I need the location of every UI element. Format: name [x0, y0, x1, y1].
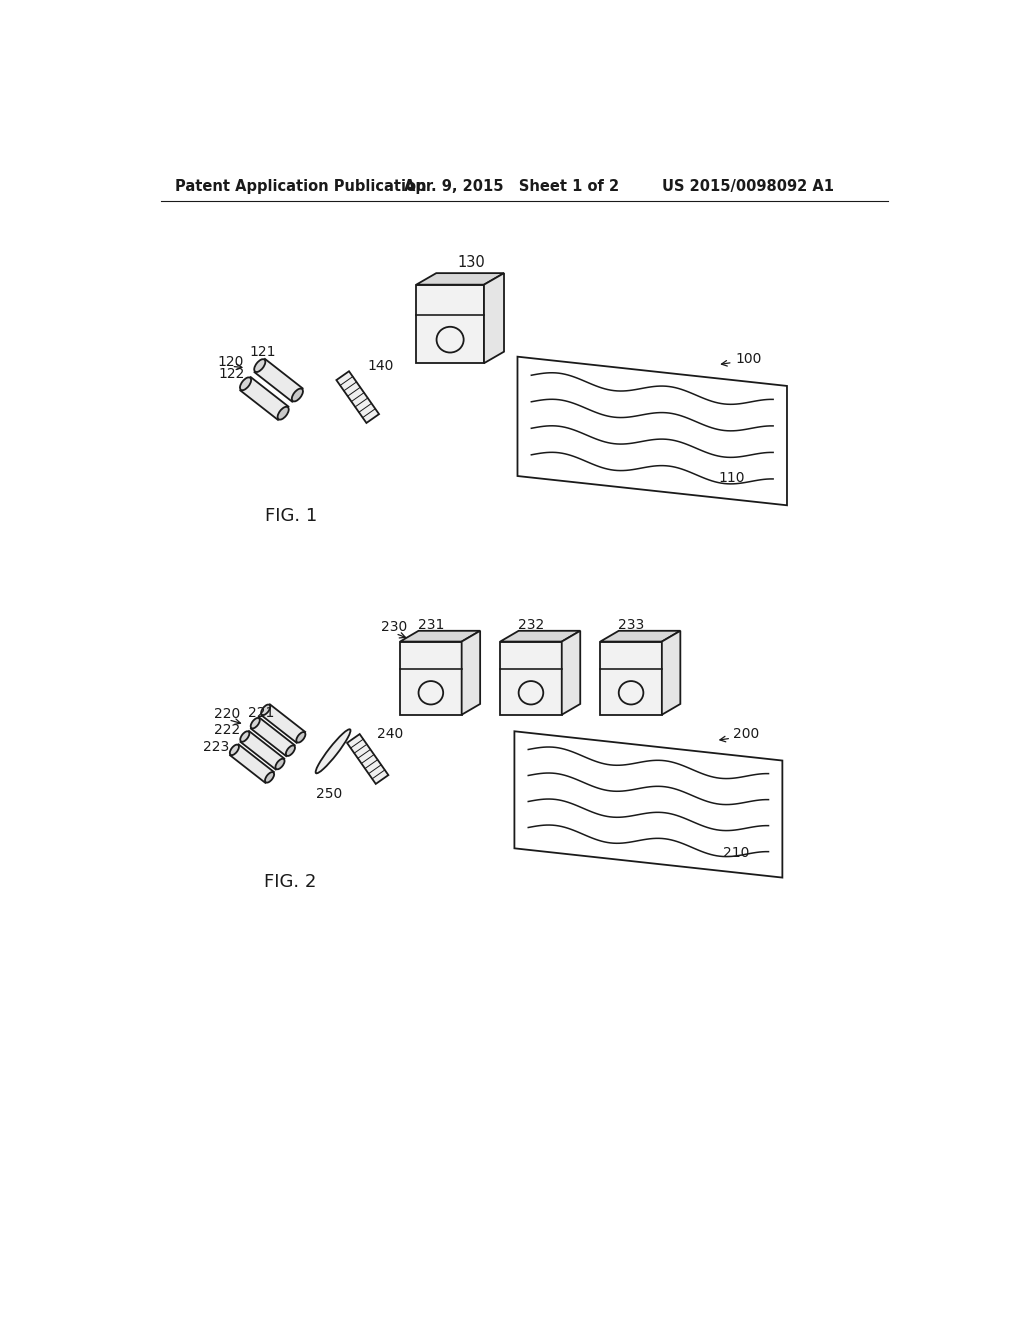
Text: 120: 120: [217, 355, 244, 370]
Text: FIG. 1: FIG. 1: [265, 507, 317, 525]
Text: 100: 100: [735, 351, 762, 366]
Ellipse shape: [265, 772, 274, 783]
Text: US 2015/0098092 A1: US 2015/0098092 A1: [662, 180, 834, 194]
Polygon shape: [662, 631, 680, 714]
Text: 250: 250: [316, 787, 342, 801]
Ellipse shape: [261, 705, 270, 715]
Polygon shape: [416, 273, 504, 285]
Ellipse shape: [286, 746, 295, 756]
Text: Patent Application Publication: Patent Application Publication: [175, 180, 427, 194]
Polygon shape: [347, 734, 388, 784]
Text: 222: 222: [214, 723, 241, 737]
Ellipse shape: [254, 359, 265, 372]
Polygon shape: [241, 378, 289, 420]
Text: 232: 232: [518, 618, 544, 632]
Text: 221: 221: [248, 706, 274, 719]
Text: 233: 233: [617, 618, 644, 632]
Ellipse shape: [278, 407, 289, 420]
Polygon shape: [500, 642, 562, 714]
Ellipse shape: [251, 718, 260, 729]
Text: 140: 140: [368, 359, 394, 374]
Polygon shape: [400, 642, 462, 714]
Text: 122: 122: [218, 367, 245, 381]
Polygon shape: [500, 631, 581, 642]
Polygon shape: [230, 744, 273, 783]
Polygon shape: [514, 731, 782, 878]
Polygon shape: [517, 356, 787, 506]
Text: 110: 110: [718, 471, 744, 484]
Polygon shape: [251, 718, 295, 756]
Text: FIG. 2: FIG. 2: [264, 874, 316, 891]
Polygon shape: [255, 359, 303, 401]
Text: 220: 220: [214, 708, 240, 721]
Ellipse shape: [229, 744, 239, 755]
Ellipse shape: [275, 759, 285, 770]
Polygon shape: [261, 705, 305, 743]
Text: 121: 121: [250, 346, 276, 359]
Text: 231: 231: [418, 618, 444, 632]
Polygon shape: [462, 631, 480, 714]
Polygon shape: [562, 631, 581, 714]
Ellipse shape: [296, 733, 305, 743]
Text: 210: 210: [724, 846, 750, 859]
Text: 240: 240: [377, 727, 403, 742]
Ellipse shape: [241, 731, 250, 742]
Polygon shape: [600, 631, 680, 642]
Text: 223: 223: [203, 741, 229, 755]
Ellipse shape: [292, 388, 303, 401]
Polygon shape: [484, 273, 504, 363]
Polygon shape: [337, 371, 379, 422]
Ellipse shape: [315, 729, 350, 774]
Text: 130: 130: [458, 255, 485, 271]
Polygon shape: [416, 285, 484, 363]
Text: 200: 200: [733, 727, 760, 742]
Text: Apr. 9, 2015   Sheet 1 of 2: Apr. 9, 2015 Sheet 1 of 2: [403, 180, 620, 194]
Polygon shape: [241, 731, 285, 770]
Polygon shape: [600, 642, 662, 714]
Text: 230: 230: [381, 619, 408, 634]
Polygon shape: [400, 631, 480, 642]
Ellipse shape: [240, 378, 251, 391]
